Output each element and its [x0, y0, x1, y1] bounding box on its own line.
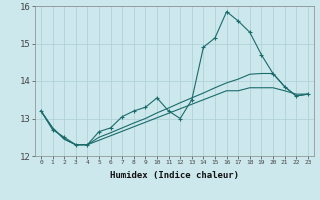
X-axis label: Humidex (Indice chaleur): Humidex (Indice chaleur) — [110, 171, 239, 180]
